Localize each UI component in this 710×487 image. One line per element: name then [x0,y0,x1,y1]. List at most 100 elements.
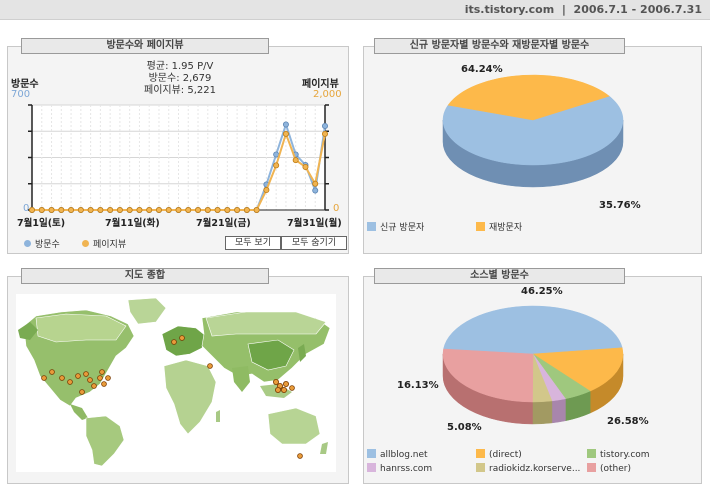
central-america-landmass [70,404,88,420]
marker-usa-4 [83,371,89,377]
legend-visits-dot [24,240,31,247]
legend-new-visitors-label: 신규 방문자 [380,223,425,233]
greenland-landmass [127,297,167,325]
hide-all-button[interactable]: 모두 숨기기 [281,236,347,250]
pageviews-point[interactable] [253,207,260,214]
pageviews-point[interactable] [155,207,162,214]
show-all-button[interactable]: 모두 보기 [225,236,281,250]
legend-visits[interactable]: 방문수 [24,237,60,250]
marker-europe-1 [171,339,177,345]
legend-visits-label: 방문수 [35,240,60,250]
pageviews-point[interactable] [321,130,328,137]
x-label-jul31: 7월31일(월) [287,218,342,229]
pageviews-point[interactable] [224,207,231,214]
pageviews-point[interactable] [77,207,84,214]
label-returning-pct: 35.76% [599,200,641,211]
new-returning-slice-0[interactable] [442,95,624,166]
australia-landmass [267,407,321,445]
stat-average: 평균: 1.95 P/V [146,61,214,72]
pageviews-point[interactable] [28,207,35,214]
pageviews-point[interactable] [185,207,192,214]
legend-direct-swatch [476,449,485,458]
pageviews-point[interactable] [58,207,65,214]
marker-usa-5 [87,377,93,383]
label-source-pct-2: 5.08% [447,422,482,433]
source-slice-side-3 [551,398,566,424]
pageviews-point[interactable] [165,207,172,214]
legend-allblog-label: allblog.net [380,450,428,460]
pageviews-point[interactable] [273,162,280,169]
pageviews-point[interactable] [195,207,202,214]
marker-middle-east [207,363,213,369]
visits-pageviews-title: 방문수와 페이지뷰 [21,38,269,54]
south-america-landmass [85,415,125,467]
source-slice-1[interactable] [532,347,624,392]
visits-point[interactable] [282,121,289,128]
legend-tistory-swatch [587,449,596,458]
new-returning-title: 신규 방문자별 방문수와 재방문자별 방문수 [374,38,625,54]
pageviews-point[interactable] [48,207,55,214]
pageviews-point[interactable] [68,207,75,214]
pageviews-point[interactable] [312,180,319,187]
pageviews-point[interactable] [97,207,104,214]
legend-tistory-label: tistory.com [600,450,650,460]
canada-region [35,313,127,343]
legend-allblog-swatch [367,449,376,458]
pageviews-point[interactable] [175,207,182,214]
marker-usa-south [79,389,85,395]
pageviews-point[interactable] [263,187,270,194]
source-slice-0[interactable] [443,305,623,355]
marker-korea-3 [280,387,287,394]
legend-other-label: (other) [600,464,631,474]
pageviews-point[interactable] [126,207,133,214]
new-returning-pie-chart: 64.24% 35.76% [442,64,641,211]
india-region [232,366,250,392]
visits-point[interactable] [321,122,328,129]
pageviews-point[interactable] [243,207,250,214]
russia-region [205,311,327,337]
marker-usa-2 [67,379,73,385]
marker-korea-4 [274,387,281,394]
legend-new-visitors: 신규 방문자 [367,220,424,233]
new-returning-slice-1[interactable] [447,74,610,121]
x-label-jul11: 7월11일(화) [105,218,160,229]
pageviews-point[interactable] [292,157,299,164]
visits-point[interactable] [312,187,319,194]
pageviews-point[interactable] [107,207,114,214]
marker-europe-2 [179,335,185,341]
marker-korea-1 [272,379,279,386]
site-name: its.tistory.com [464,3,555,16]
pageviews-point[interactable] [87,207,94,214]
legend-other: (other) [587,463,631,474]
label-source-pct-5: 26.58% [607,416,649,427]
site-date-range: its.tistory.com | 2006.7.1 - 2006.7.31 [465,3,702,16]
pageviews-point[interactable] [234,207,241,214]
pageviews-point[interactable] [204,207,211,214]
legend-radiokidz-label: radiokidz.korserve... [489,464,581,474]
pageviews-point[interactable] [38,207,45,214]
madagascar-landmass [216,410,220,422]
marker-usa-east-1 [99,369,105,375]
marker-usa-1 [59,375,65,381]
pageviews-point[interactable] [302,163,309,170]
visitor-markers [41,335,303,459]
left-axis-max: 700 [11,89,31,100]
legend-pageviews-dot [82,240,89,247]
pageviews-point[interactable] [116,207,123,214]
pageviews-point[interactable] [136,207,143,214]
separator: | [561,3,566,16]
pageviews-point[interactable] [214,207,221,214]
left-axis-title: 방문수 [11,79,39,90]
legend-pageviews[interactable]: 페이지뷰 [82,237,126,250]
pageviews-point[interactable] [146,207,153,214]
source-slice-side-4 [532,400,553,425]
label-source-pct-0: 46.25% [521,286,563,297]
date-range: 2006.7.1 - 2006.7.31 [573,3,702,16]
source-slice-5[interactable] [442,348,534,403]
map-title: 지도 종합 [21,268,269,284]
pageviews-point[interactable] [282,130,289,137]
world-map[interactable] [16,294,336,472]
marker-korea-5 [282,381,289,388]
source-title: 소스별 방문수 [374,268,625,284]
legend-radiokidz-swatch [476,463,485,472]
